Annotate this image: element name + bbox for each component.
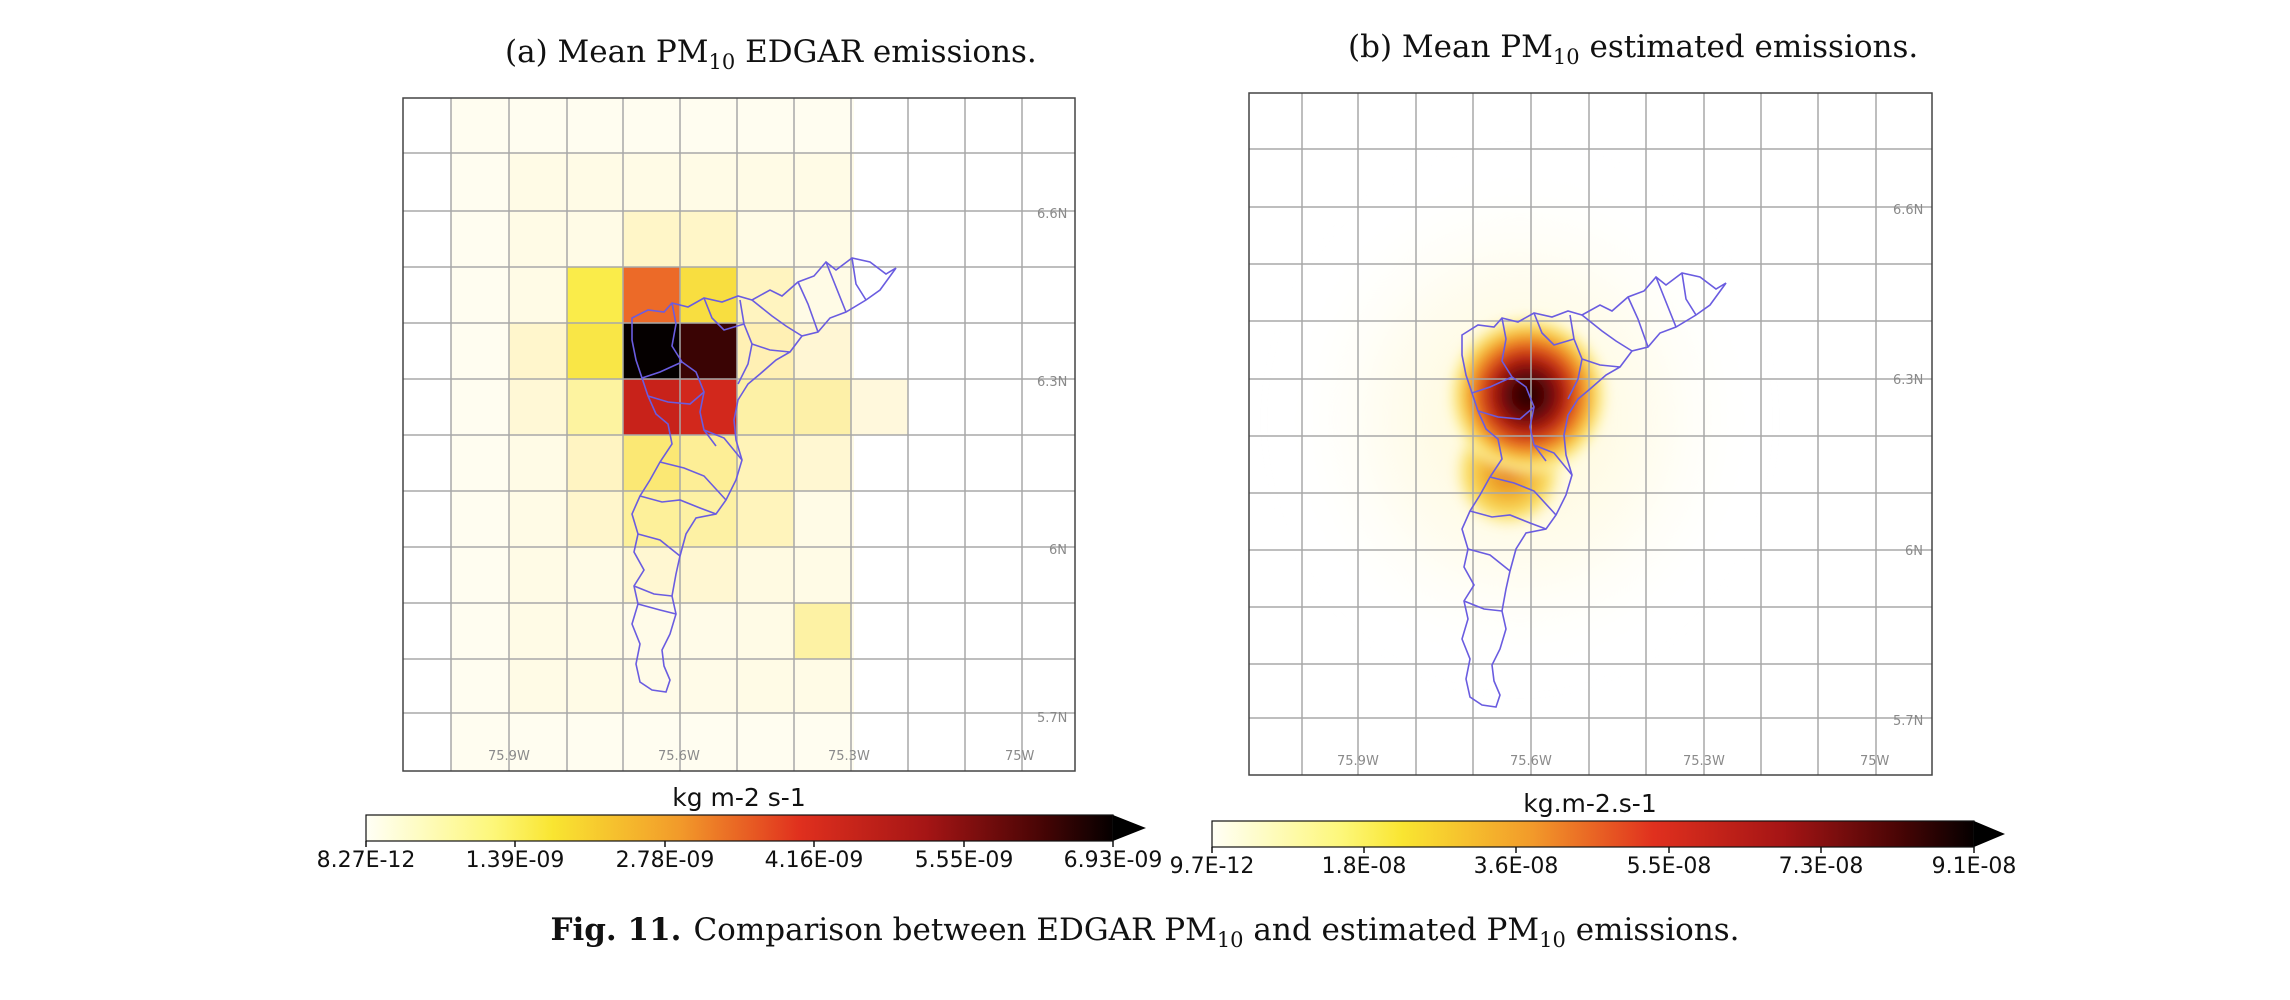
- panel-b-lat-label: 6.6N: [1893, 203, 1923, 218]
- panel-b-graticule: [1249, 93, 1932, 775]
- panel-a-region-boundaries: [631, 257, 897, 693]
- panel-b-emission-field: [1280, 160, 1760, 680]
- panel-a-colorbar-bar: [365, 814, 1114, 842]
- panel-b-colorbar-ticks: [1211, 847, 1975, 853]
- panel-a-lat-label: 6.3N: [1037, 375, 1067, 390]
- panel-a-map: 75.9W 75.6W 75.3W 75W 6.6N 6.3N 6N 5.7N: [402, 97, 1076, 772]
- panel-b-map: 75.9W 75.6W 75.3W 75W 6.6N 6.3N 6N 5.7N: [1248, 92, 1933, 776]
- panel-b-lon-label: 75.9W: [1337, 754, 1379, 769]
- panel-b-colorbar-tick-label: 3.6E-08: [1474, 854, 1559, 879]
- panel-b-lon-label: 75.6W: [1510, 754, 1552, 769]
- panel-a-colorbar-tick-label: 2.78E-09: [616, 848, 715, 873]
- panel-a-lat-label: 6.6N: [1037, 207, 1067, 222]
- panel-a-colorbar-tick-label: 6.93E-09: [1064, 848, 1163, 873]
- panel-b-lon-label: 75.3W: [1683, 754, 1725, 769]
- panel-a-colorbar-unit: kg m-2 s-1: [672, 783, 805, 812]
- panel-a-colorbar: kg m-2 s-1 8.27E-12 1.39E-09 2.78E-09 4.…: [317, 783, 1163, 873]
- panel-b-colorbar-tick-label: 1.8E-08: [1322, 854, 1407, 879]
- panel-a-title: (a) Mean PM10 EDGAR emissions.: [505, 34, 1037, 75]
- panel-a-colorbar-extend-arrow: [1113, 815, 1146, 841]
- panel-b-lat-label: 5.7N: [1893, 714, 1923, 729]
- panel-a-frame: [402, 97, 1076, 772]
- panel-b-colorbar-tick-label: 5.5E-08: [1627, 854, 1712, 879]
- panel-a-lat-label: 6N: [1049, 543, 1067, 558]
- panel-a-colorbar-tick-label: 5.55E-09: [915, 848, 1014, 873]
- panel-a-lon-label: 75.3W: [828, 749, 870, 764]
- panel-b-region-boundaries: [1461, 272, 1727, 708]
- panel-a-lon-label: 75W: [1005, 749, 1035, 764]
- panel-b-colorbar-extend-arrow: [1974, 821, 2005, 847]
- panel-a-lon-label: 75.6W: [658, 749, 700, 764]
- figure-label: Fig. 11.: [550, 912, 682, 948]
- panel-a-colorbar-tick-label: 1.39E-09: [466, 848, 565, 873]
- panel-b-colorbar-bar: [1211, 820, 1975, 848]
- panel-a-colorbar-tick-label: 4.16E-09: [765, 848, 864, 873]
- panel-a-colorbar-ticks: [365, 841, 1114, 847]
- panel-b-frame: [1248, 92, 1933, 776]
- panel-b-colorbar-tick-label: 9.7E-12: [1170, 854, 1255, 879]
- panel-b-lat-label: 6.3N: [1893, 373, 1923, 388]
- panel-b-colorbar: kg.m-2.s-1 9.7E-12 1.8E-08 3.6E-08 5.5E-…: [1170, 789, 2017, 879]
- panel-b-lon-label: 75W: [1860, 754, 1890, 769]
- figure-caption: Fig. 11. Comparison between EDGAR PM10 an…: [550, 912, 1740, 953]
- panel-b-colorbar-tick-label: 7.3E-08: [1779, 854, 1864, 879]
- panel-a-colorbar-tick-label: 8.27E-12: [317, 848, 416, 873]
- panel-b-title: (b) Mean PM10 estimated emissions.: [1348, 29, 1919, 70]
- panel-b-colorbar-unit: kg.m-2.s-1: [1523, 789, 1656, 818]
- panel-a-lon-label: 75.9W: [488, 749, 530, 764]
- panel-b-colorbar-tick-label: 9.1E-08: [1932, 854, 2017, 879]
- panel-a-graticule: [403, 98, 1075, 771]
- panel-a-lat-label: 5.7N: [1037, 711, 1067, 726]
- panel-b-lat-label: 6N: [1905, 544, 1923, 559]
